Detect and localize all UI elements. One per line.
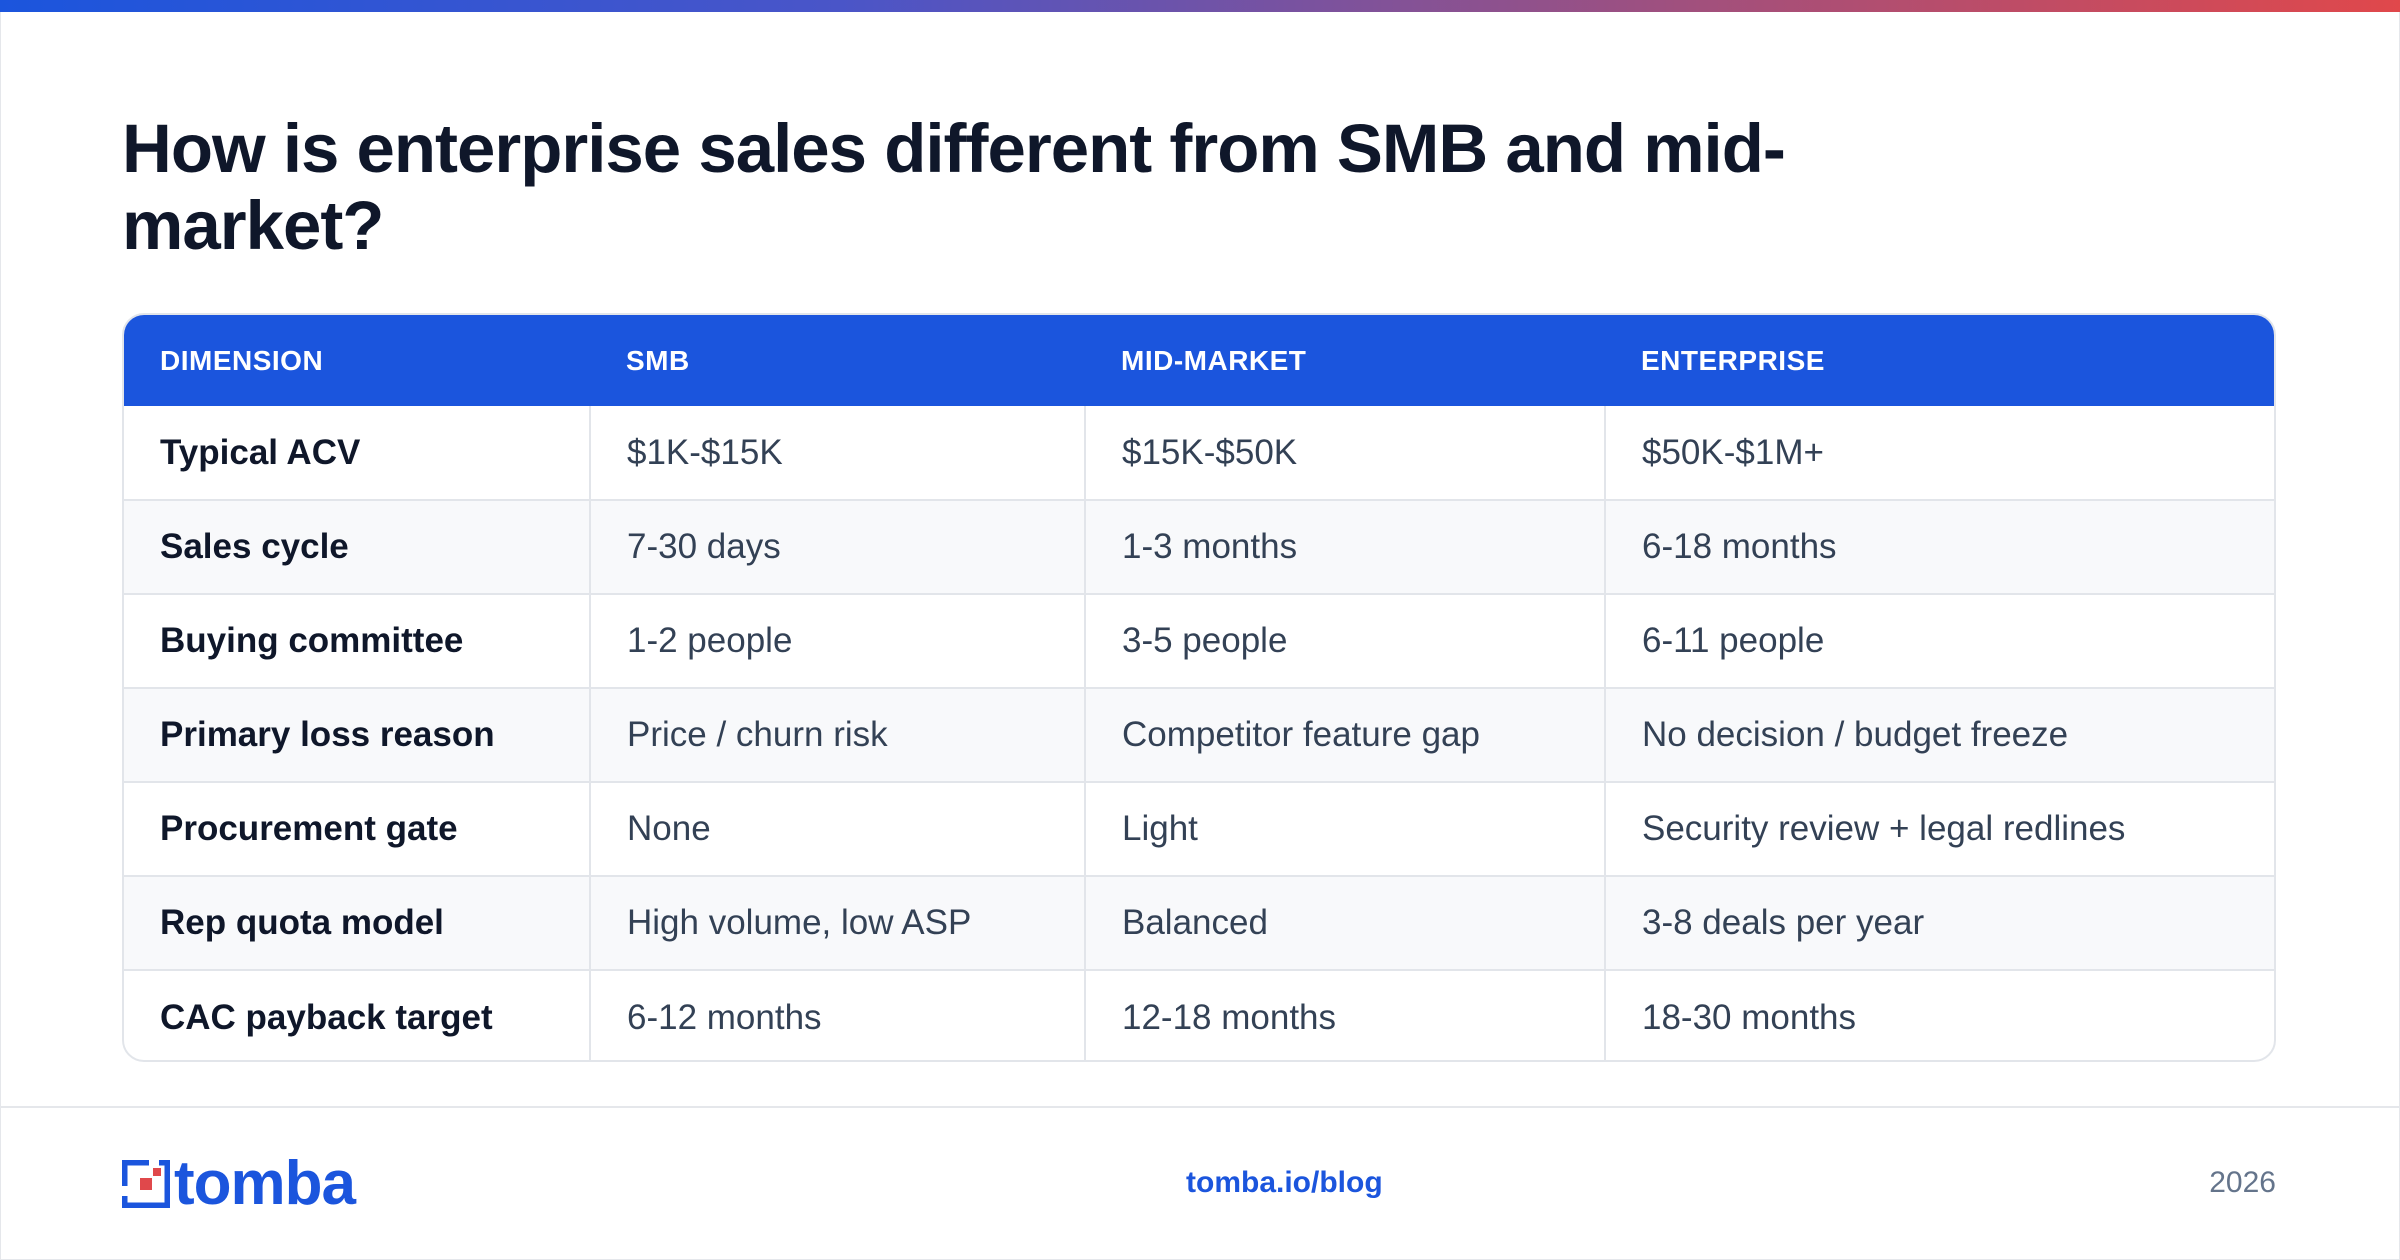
cell-enterprise: No decision / budget freeze — [1605, 687, 2274, 782]
header-enterprise: ENTERPRISE — [1641, 344, 1825, 376]
cell-smb: 7-30 days — [590, 499, 1086, 594]
cell-mid-market: Light — [1085, 781, 1606, 876]
cell-enterprise: $50K-$1M+ — [1642, 432, 1824, 472]
table-row: Buying committee 1-2 people 3-5 people 6… — [124, 593, 2274, 688]
row-dimension: Procurement gate — [124, 781, 591, 876]
table-row: Typical ACV $1K-$15K $15K-$50K $50K-$1M+ — [124, 406, 2274, 500]
table-row: Sales cycle 7-30 days 1-3 months 6-18 mo… — [124, 499, 2274, 594]
cell-enterprise: Security review + legal redlines — [1605, 781, 2274, 876]
table-row: Primary loss reason Price / churn risk C… — [124, 687, 2274, 782]
row-dimension: Primary loss reason — [124, 687, 591, 782]
row-dimension: CAC payback target — [124, 969, 591, 1060]
cell-enterprise: 3-8 deals per year — [1605, 875, 2274, 970]
row-dimension: Typical ACV — [124, 406, 591, 500]
blog-link[interactable]: tomba.io/blog — [1186, 1166, 1383, 1199]
cell-mid-market: 3-5 people — [1085, 593, 1606, 688]
cell-smb: None — [590, 781, 1086, 876]
cell-mid-market: $15K-$50K — [1085, 406, 1606, 500]
cell-enterprise: 6-18 months — [1605, 499, 2274, 594]
row-dimension: Sales cycle — [124, 499, 591, 594]
cell-smb: Price / churn risk — [590, 687, 1086, 782]
header-smb: SMB — [626, 344, 690, 376]
tomba-logo[interactable]: tomba — [122, 1149, 356, 1218]
header-mid-market: MID-MARKET — [1121, 344, 1307, 376]
cell-mid-market: 12-18 months — [1085, 969, 1606, 1060]
row-dimension: Buying committee — [124, 593, 591, 688]
header-dimension: DIMENSION — [160, 344, 324, 376]
cell-enterprise: 18-30 months — [1605, 969, 2274, 1060]
table-row: Procurement gate None Light Security rev… — [124, 781, 2274, 876]
table-row: Rep quota model High volume, low ASP Bal… — [124, 875, 2274, 970]
row-dimension: Rep quota model — [124, 875, 591, 970]
cell-mid-market: Competitor feature gap — [1085, 687, 1606, 782]
cell-mid-market: Balanced — [1085, 875, 1606, 970]
cell-enterprise: 6-11 people — [1605, 593, 2274, 688]
cell-mid-market: 1-3 months — [1085, 499, 1606, 594]
top-gradient-bar — [0, 0, 2400, 12]
footer-divider — [0, 1106, 2400, 1108]
tomba-logo-mark-icon — [122, 1160, 170, 1208]
cell-smb: $1K-$15K — [590, 406, 1086, 500]
cell-smb: 1-2 people — [590, 593, 1086, 688]
table-header-row: DIMENSION SMB MID-MARKET ENTERPRISE — [124, 315, 2274, 406]
table-row: CAC payback target 6-12 months 12-18 mon… — [124, 969, 2274, 1060]
logo-text: tomba — [174, 1149, 356, 1218]
page-title: How is enterprise sales different from S… — [122, 110, 1786, 264]
cell-smb: High volume, low ASP — [590, 875, 1086, 970]
comparison-table: DIMENSION SMB MID-MARKET ENTERPRISE Typi… — [122, 313, 2276, 1062]
cell-smb: 6-12 months — [590, 969, 1086, 1060]
footer-year: 2026 — [2209, 1166, 2276, 1199]
